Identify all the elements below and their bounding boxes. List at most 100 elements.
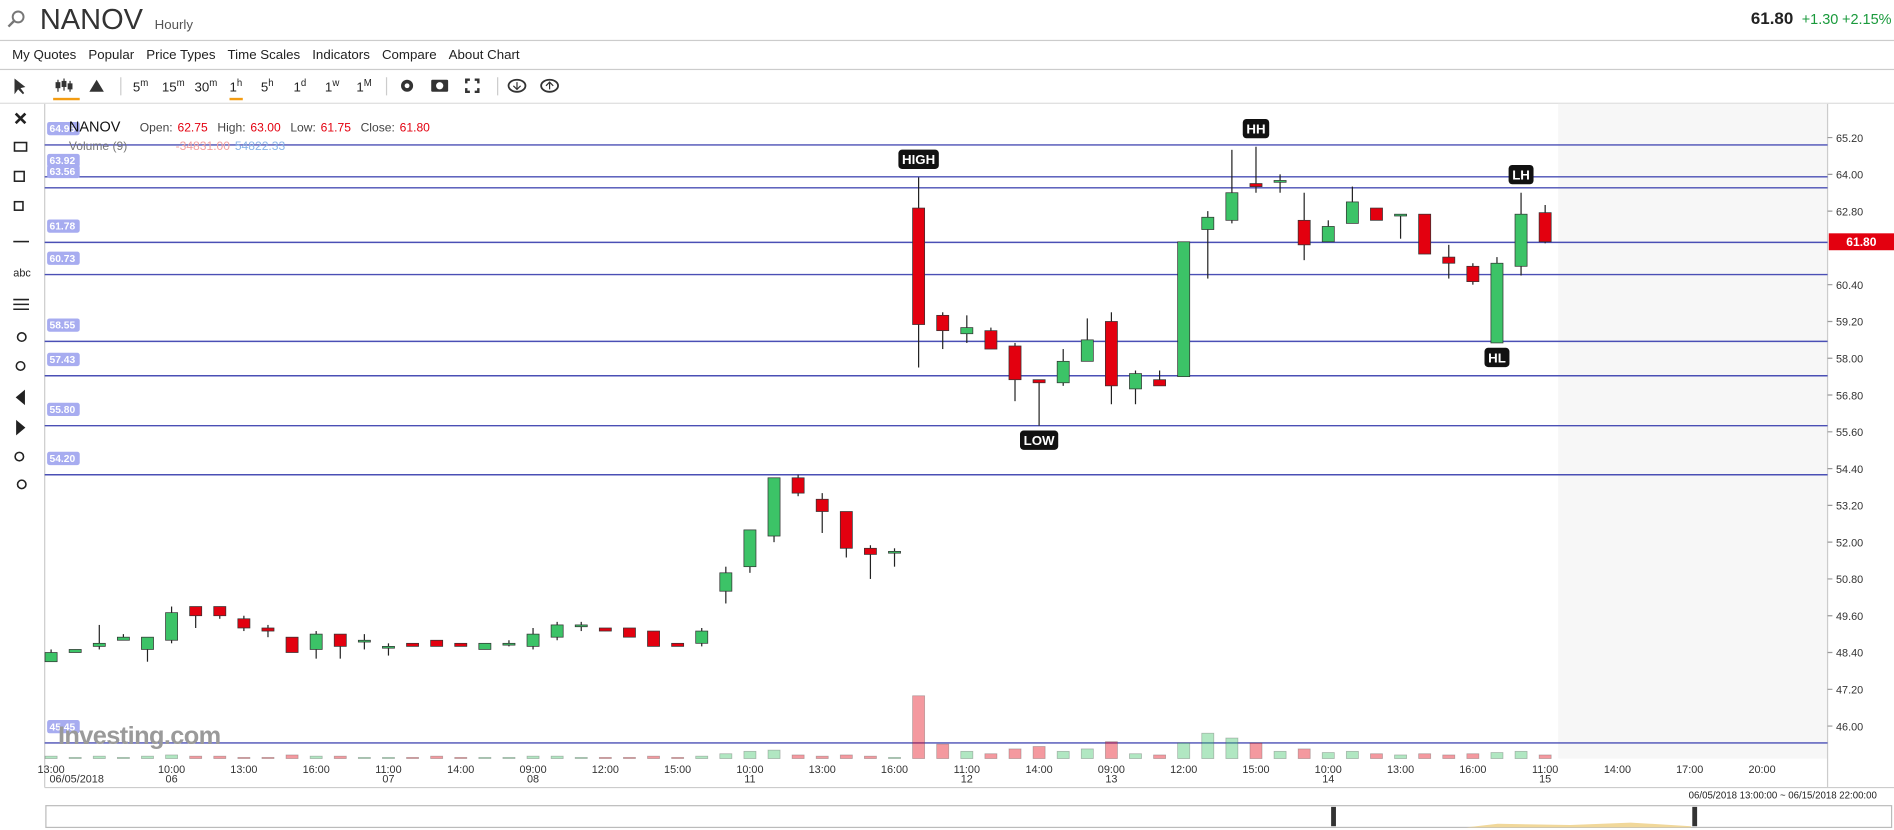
level-label: 61.78: [50, 222, 76, 233]
volume-bar: [44, 755, 58, 759]
level-label-box: [47, 153, 80, 168]
candle-body: [1466, 265, 1480, 282]
level-label-box: [47, 164, 80, 179]
x-date-label: 06/05/2018: [50, 774, 104, 786]
legend: NANOV Open: 62.75 High: 63.00 Low: 61.75 Close:…: [69, 118, 430, 135]
candle-body: [309, 633, 323, 650]
timeframe[interactable]: 15m: [162, 77, 185, 95]
tool-icon[interactable]: [14, 451, 25, 462]
volume-bar: [864, 755, 877, 759]
camera-icon[interactable]: [431, 79, 449, 92]
area-type[interactable]: [89, 79, 104, 92]
scroller-handle[interactable]: [1692, 806, 1698, 827]
legend-label: High:: [217, 121, 246, 136]
timeframe[interactable]: 1d: [294, 77, 307, 95]
legend-value: 62.75: [177, 121, 208, 136]
level-label-box: [47, 318, 80, 332]
range-scroller[interactable]: [45, 805, 1893, 829]
volume-bar: [1249, 742, 1263, 759]
upload-icon[interactable]: [540, 78, 559, 93]
timeframe[interactable]: 5h: [261, 77, 274, 95]
tool-icon[interactable]: [13, 170, 25, 182]
volume-bar: [382, 756, 395, 759]
candle-type[interactable]: [53, 78, 80, 101]
download-icon[interactable]: [507, 78, 527, 93]
fullscreen-icon[interactable]: [465, 78, 480, 94]
volume-bar: [189, 755, 203, 759]
menu-item[interactable]: Indicators: [312, 47, 370, 63]
tool-icon[interactable]: [15, 389, 25, 406]
level-label-box: [47, 121, 80, 136]
timeframe[interactable]: 1w: [325, 77, 339, 95]
zoom-tool[interactable]: [16, 331, 27, 343]
annotation-box: [1020, 430, 1059, 450]
pointer-tool[interactable]: [14, 78, 26, 95]
search-icon[interactable]: [7, 10, 26, 29]
candle-body: [430, 639, 444, 647]
volume-bar: [647, 755, 660, 759]
volume-name: Volume (9): [68, 140, 128, 154]
x-tick-label: 20:00: [1748, 764, 1775, 776]
volume-legend: Volume (9) -34831.00 54822.33: [69, 140, 285, 153]
timeframe-unit: w: [332, 77, 340, 89]
candle-body: [213, 606, 227, 617]
volume-value: 54822.33: [234, 140, 286, 154]
volume-bar: [116, 756, 130, 759]
volume-bar: [1538, 754, 1552, 759]
menu-item[interactable]: Price Types: [146, 47, 216, 63]
scroller-handle[interactable]: [1331, 806, 1336, 827]
volume-bar: [1345, 750, 1359, 759]
timeframe-number: 15: [161, 80, 177, 96]
header: NANOV Hourly 61.80 +1.30 +2.15%: [0, 0, 1894, 42]
legend-value: 61.75: [320, 121, 351, 136]
candle-body: [1008, 345, 1022, 381]
volume-bar: [719, 753, 733, 759]
tool-icon[interactable]: [13, 141, 28, 152]
candle-body: [1056, 360, 1070, 384]
level-label: 63.56: [50, 167, 76, 178]
timeframe[interactable]: 5m: [133, 77, 148, 95]
menu-item[interactable]: My Quotes: [12, 47, 77, 63]
timeframe-number: 1: [293, 80, 301, 96]
menu-item[interactable]: Compare: [381, 47, 437, 63]
candle-body: [719, 572, 733, 592]
candle-body: [623, 627, 636, 638]
y-tick-label: 59.20: [1836, 317, 1863, 329]
candle-body: [261, 627, 275, 632]
volume-bar: [1466, 753, 1480, 759]
timeframe-number: 1: [229, 80, 237, 96]
zoom-tool[interactable]: [15, 360, 26, 372]
candle-body: [333, 633, 347, 647]
text-tool[interactable]: abc: [13, 268, 31, 280]
toolbar: 5m 15m 30m 1h 5h 1d 1w 1M: [0, 70, 1894, 104]
volume-bar: [743, 750, 757, 759]
menu-item[interactable]: About Chart: [448, 47, 520, 63]
volume-bar: [357, 756, 371, 759]
x-tick-label: 16:00: [1459, 764, 1486, 776]
x-date-label: 14: [1322, 774, 1334, 786]
x-tick-label: 10:00: [158, 764, 185, 776]
timeframe[interactable]: 30m: [194, 77, 217, 95]
interval: Hourly: [154, 18, 194, 33]
volume-bar: [1177, 742, 1191, 759]
close-tool[interactable]: [14, 112, 27, 125]
tool-icon[interactable]: [13, 200, 24, 211]
timeframe[interactable]: 1h: [229, 77, 243, 100]
timeframe[interactable]: 1M: [356, 77, 371, 95]
tool-icon[interactable]: [16, 419, 26, 436]
menu-item[interactable]: Popular: [88, 47, 135, 63]
volume-bar: [1442, 754, 1456, 759]
tool-icon[interactable]: [16, 479, 27, 490]
candle-body: [695, 630, 709, 644]
legend-label: Low:: [290, 121, 316, 136]
fib-tool[interactable]: [13, 298, 29, 311]
candle-body: [189, 606, 203, 617]
volume-bar: [502, 756, 516, 759]
timeframe-unit: h: [236, 77, 243, 89]
volume-bar: [1370, 753, 1383, 759]
volume-bar: [888, 756, 901, 759]
x-tick-label: 12:00: [1170, 764, 1197, 776]
timeframe-number: 1: [356, 80, 364, 96]
last-price: 61.80: [1750, 8, 1794, 28]
menu-item[interactable]: Time Scales: [227, 47, 301, 63]
